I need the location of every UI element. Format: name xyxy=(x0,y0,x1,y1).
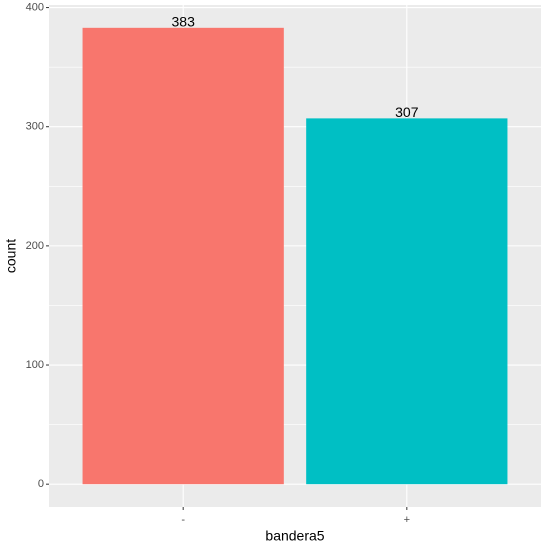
x-axis-title: bandera5 xyxy=(265,528,324,544)
y-axis-title: count xyxy=(3,239,19,273)
y-tick-label: 400 xyxy=(26,1,44,13)
value-label: 307 xyxy=(395,104,419,120)
bar xyxy=(82,27,284,485)
y-tick-label: 0 xyxy=(38,478,44,490)
y-tick-label: 200 xyxy=(26,240,44,252)
value-label: 383 xyxy=(172,14,196,30)
x-tick-label: + xyxy=(404,514,410,526)
y-tick-label: 300 xyxy=(26,121,44,133)
y-tick-label: 100 xyxy=(26,359,44,371)
x-tick-label: - xyxy=(181,514,185,526)
bar xyxy=(306,118,508,485)
